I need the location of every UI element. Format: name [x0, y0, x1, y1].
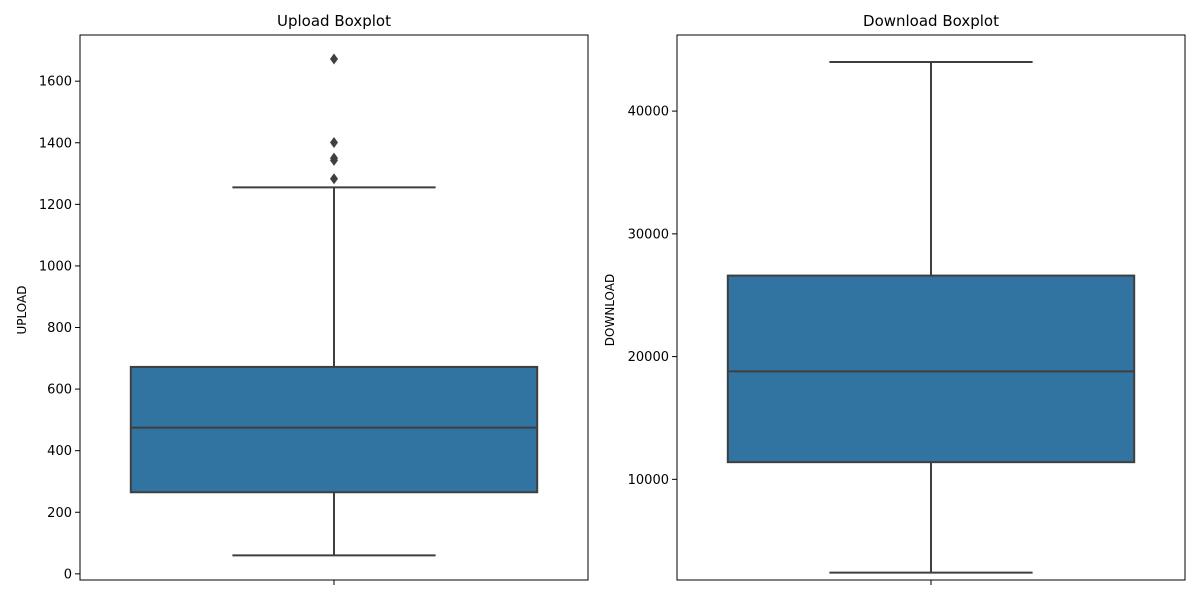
download-box-marks — [726, 61, 1136, 574]
upload-y-tick-label: 600 — [47, 383, 72, 398]
upload-y-tick-label: 400 — [47, 444, 72, 459]
download-y-axis-label: DOWNLOAD — [603, 274, 617, 346]
download-y-tick-label: 10000 — [628, 473, 669, 488]
upload-boxplot-panel: Upload Boxplot UPLOAD 0 200 400 600 800 1000 1… — [15, 12, 589, 585]
upload-y-tick-label: 1000 — [39, 259, 72, 274]
upload-outlier-point — [330, 136, 338, 148]
upload-box-marks — [129, 53, 539, 557]
upload-y-axis-label: UPLOAD — [15, 286, 29, 335]
upload-outlier-point — [330, 173, 338, 185]
upload-chart-title: Upload Boxplot — [277, 12, 391, 30]
download-iqr-box — [726, 274, 1136, 464]
download-y-tick-label: 30000 — [628, 227, 669, 242]
upload-y-tick-label: 0 — [64, 567, 72, 582]
upload-y-ticks: 0 200 400 600 800 1000 1200 1400 1600 — [39, 75, 80, 582]
upload-y-tick-label: 800 — [47, 321, 72, 336]
upload-y-tick-label: 1400 — [39, 136, 72, 151]
upload-iqr-box — [129, 365, 539, 494]
download-y-tick-label: 20000 — [628, 350, 669, 365]
upload-outlier-point — [330, 53, 338, 65]
download-boxplot-panel: Download Boxplot DOWNLOAD 10000 20000 3000… — [603, 12, 1186, 585]
upload-y-tick-label: 1600 — [39, 75, 72, 90]
upload-y-tick-label: 200 — [47, 506, 72, 521]
download-y-ticks: 10000 20000 30000 40000 — [628, 105, 677, 488]
upload-outlier-point — [330, 152, 338, 164]
download-y-tick-label: 40000 — [628, 105, 669, 120]
upload-y-tick-label: 1200 — [39, 198, 72, 213]
download-chart-title: Download Boxplot — [863, 12, 999, 30]
